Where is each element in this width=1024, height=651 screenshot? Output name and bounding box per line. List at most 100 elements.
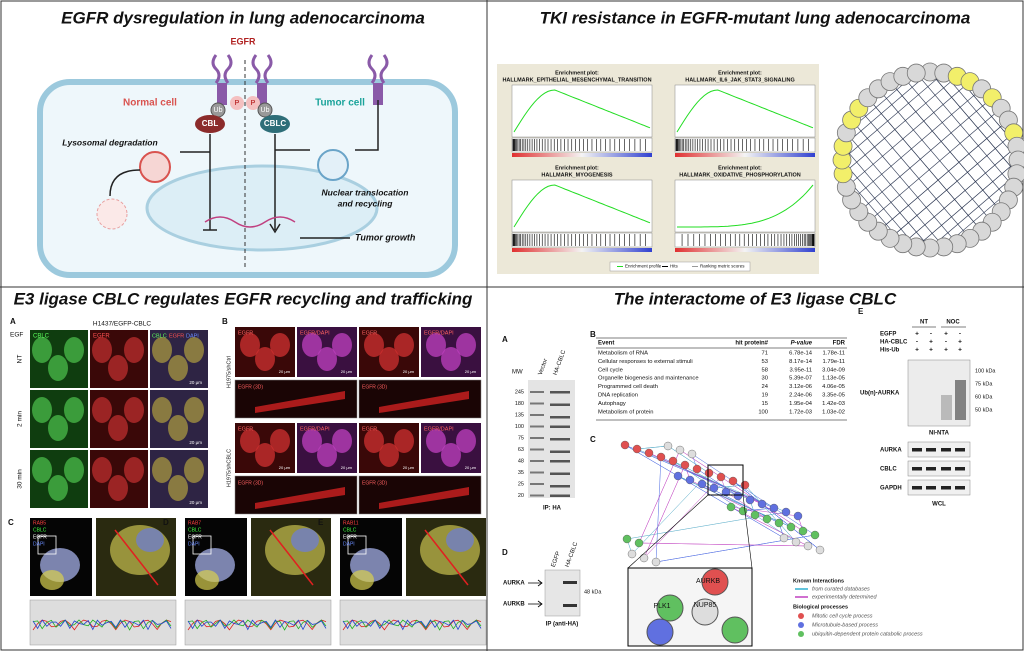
label: 35 — [518, 470, 524, 476]
arrow — [269, 134, 310, 234]
degraded — [96, 198, 128, 230]
cell — [302, 333, 322, 357]
label: NUP85 — [694, 602, 717, 609]
node — [815, 545, 825, 555]
label: H1975/shCBLC — [226, 449, 232, 487]
label: P-value — [791, 341, 813, 347]
cblc — [260, 115, 290, 133]
band — [530, 448, 544, 451]
edge — [902, 146, 1018, 244]
cell — [108, 475, 128, 501]
edge — [624, 444, 785, 539]
node — [644, 448, 654, 458]
blot — [544, 569, 581, 617]
profile-trace — [32, 619, 172, 631]
label: Nuclear translocation — [322, 187, 409, 197]
p-site — [230, 96, 244, 110]
band — [550, 485, 570, 488]
band — [550, 438, 570, 441]
rank-bar — [512, 153, 652, 157]
node — [774, 518, 784, 528]
label: 2 min — [17, 411, 24, 427]
label: experimentally determined — [812, 594, 877, 600]
edge — [902, 76, 1009, 201]
label: + — [944, 347, 948, 354]
label: P — [251, 100, 256, 107]
cell — [302, 429, 322, 453]
label: Autophagy — [598, 401, 626, 407]
label: 2.24e-06 — [789, 393, 812, 399]
label: IP: HA — [543, 506, 562, 512]
node — [691, 598, 719, 626]
node — [622, 534, 632, 544]
zoom-cell — [291, 528, 319, 552]
panel-title: E3 ligase CBLC regulates EGFR recycling … — [14, 289, 473, 308]
label: HALLMARK_IL6_JAK_STAT3_SIGNALING — [685, 77, 795, 83]
label: EGFR/DAPI — [300, 426, 330, 432]
cell — [48, 355, 68, 381]
cell — [350, 570, 374, 590]
cell — [168, 355, 188, 381]
cell — [317, 443, 337, 467]
profile-line — [269, 529, 314, 586]
receptor-stalk — [217, 83, 227, 105]
enrichment-curve — [677, 184, 814, 228]
cell — [92, 337, 112, 363]
label: EGFR — [343, 534, 357, 540]
label: Ub(n)-AURKA — [860, 391, 900, 397]
label: DNA replication — [598, 393, 638, 399]
band — [550, 391, 570, 394]
label: EGFR — [362, 330, 377, 336]
label: 20 μm — [341, 369, 353, 374]
legend-swatch — [798, 631, 804, 637]
edge — [713, 484, 746, 489]
label: 5.39e-07 — [789, 376, 812, 382]
cell — [270, 429, 290, 453]
cell — [426, 429, 446, 453]
label: NT — [920, 320, 928, 326]
label: MW — [512, 370, 523, 376]
label: 63 — [518, 447, 524, 453]
label: 6.78e-14 — [789, 351, 813, 357]
receptor — [367, 54, 389, 84]
node — [673, 471, 683, 481]
plot-area — [511, 179, 653, 233]
band — [550, 450, 570, 453]
node — [726, 502, 736, 512]
label: EGFR (3D) — [362, 384, 387, 390]
edge — [732, 480, 821, 551]
label: - — [916, 339, 918, 346]
label: Microtubule-based process — [812, 622, 878, 628]
band — [912, 448, 922, 452]
profile-trace — [342, 619, 482, 631]
node — [738, 506, 748, 516]
strip-signal — [255, 487, 345, 509]
label: 30 — [762, 376, 768, 382]
node — [646, 618, 674, 646]
band — [563, 581, 577, 584]
endosome — [317, 149, 349, 181]
cell — [92, 397, 112, 423]
cell — [379, 443, 399, 467]
band — [530, 391, 544, 393]
label: 75 — [518, 435, 524, 441]
band — [550, 494, 570, 497]
label: CBLC — [264, 119, 286, 128]
profile-trace — [187, 619, 327, 631]
rank-bar — [512, 248, 652, 252]
cell — [40, 570, 64, 590]
label: 1.79e-11 — [823, 359, 845, 365]
plot-area — [511, 84, 653, 138]
label: 20 μm — [403, 369, 415, 374]
strip-signal — [379, 487, 469, 509]
cell — [394, 429, 414, 453]
cell — [32, 457, 52, 483]
cell — [184, 457, 204, 483]
edge — [636, 445, 669, 450]
hits-area — [674, 232, 816, 248]
label: - — [959, 331, 961, 338]
label: Cell cycle — [598, 367, 623, 373]
band — [912, 467, 922, 471]
label: 20 μm — [189, 380, 202, 385]
